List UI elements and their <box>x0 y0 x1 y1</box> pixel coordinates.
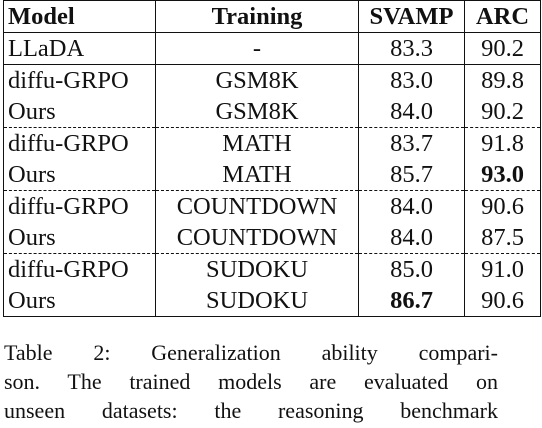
caption-line: unseen datasets: the reasoning benchmark <box>4 398 498 423</box>
cell-arc-best: 93.0 <box>481 161 524 188</box>
cell-model: Ours <box>3 222 156 254</box>
cell-training: GSM8K <box>155 96 359 128</box>
cell-model: Ours <box>3 159 156 191</box>
caption-line: Table 2: Generalization ability compari- <box>4 340 498 365</box>
cell-model: Ours <box>3 96 156 128</box>
cell-svamp: 84.0 <box>358 222 465 254</box>
cell-arc: 90.2 <box>481 98 524 125</box>
table-row: Ours SUDOKU 86.7 90.6 <box>3 285 541 317</box>
header-training: Training <box>155 0 359 33</box>
cell-arc: 87.5 <box>481 224 524 251</box>
table-row: Ours MATH 85.7 93.0 <box>3 159 541 191</box>
cell-training: - <box>155 32 359 65</box>
cell-svamp: 84.0 <box>358 190 465 222</box>
cell-model: diffu-GRPO <box>3 190 156 222</box>
cell-svamp: 85.7 <box>358 159 465 191</box>
cell-svamp: 83.3 <box>358 32 465 65</box>
cell-model: Ours <box>3 285 156 317</box>
cell-model: LLaDA <box>3 32 156 65</box>
table-row: LLaDA - 83.3 90.2 <box>3 32 541 65</box>
cell-svamp: 84.0 <box>358 96 465 128</box>
cell-arc: 91.8 <box>464 127 541 159</box>
table-header-row: Model Training SVAMP ARC <box>3 0 541 33</box>
cell-training: SUDOKU <box>155 253 359 285</box>
header-svamp: SVAMP <box>358 0 465 33</box>
cell-arc: 90.2 <box>464 32 541 65</box>
cell-training: MATH <box>155 127 359 159</box>
cell-arc: 91.0 <box>464 253 541 285</box>
cell-arc: 89.8 <box>464 64 541 96</box>
cell-training: GSM8K <box>155 64 359 96</box>
cell-training: COUNTDOWN <box>155 222 359 254</box>
cell-training: MATH <box>155 159 359 191</box>
cell-svamp: 85.0 <box>358 253 465 285</box>
table-row: diffu-GRPO MATH 83.7 91.8 <box>3 127 541 159</box>
cell-training: COUNTDOWN <box>155 190 359 222</box>
table-caption: Table 2: Generalization ability compari-… <box>4 338 498 425</box>
cell-svamp-best: 86.7 <box>358 285 465 317</box>
cell-model: diffu-GRPO <box>3 127 156 159</box>
table-row: diffu-GRPO GSM8K 83.0 89.8 <box>3 64 541 96</box>
results-table: Model Training SVAMP ARC LLaDA - 83.3 90… <box>3 0 541 317</box>
cell-arc: 90.6 <box>464 190 541 222</box>
cell-arc: 90.6 <box>481 287 524 314</box>
cell-model: diffu-GRPO <box>3 64 156 96</box>
table-row: Ours GSM8K 84.0 90.2 <box>3 96 541 128</box>
header-model: Model <box>3 0 156 33</box>
cell-training: SUDOKU <box>155 285 359 317</box>
table-row: diffu-GRPO SUDOKU 85.0 91.0 <box>3 253 541 285</box>
caption-line: son. The trained models are evaluated on <box>4 369 498 394</box>
cell-svamp: 83.0 <box>358 64 465 96</box>
cell-svamp: 83.7 <box>358 127 465 159</box>
table-row: Ours COUNTDOWN 84.0 87.5 <box>3 222 541 254</box>
cell-model: diffu-GRPO <box>3 253 156 285</box>
header-arc: ARC <box>475 3 530 30</box>
table-row: diffu-GRPO COUNTDOWN 84.0 90.6 <box>3 190 541 222</box>
